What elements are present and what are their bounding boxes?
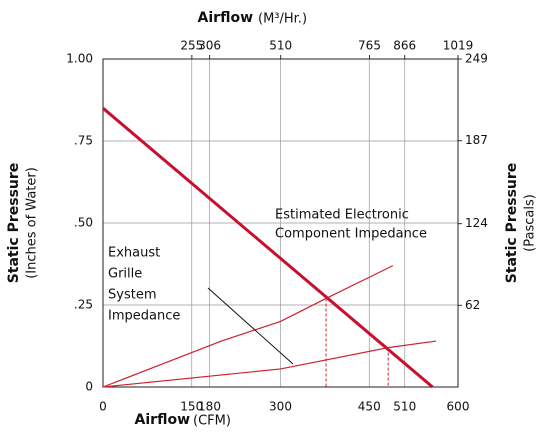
x2-tick-label: 866 [393, 39, 416, 53]
x2-tick-label: 765 [358, 39, 381, 53]
x-tick-label: 180 [198, 400, 221, 414]
y-label: Static Pressure [6, 163, 22, 284]
x2-tick-label: 1019 [443, 39, 474, 53]
x2-label-unit: (M³/Hr.) [258, 12, 307, 27]
y-tick-label: .25 [74, 298, 93, 312]
annotation: Estimated Electronic [275, 208, 409, 223]
x2-tick-label: 255 [180, 39, 203, 53]
y-tick-label: .75 [74, 134, 93, 148]
plot-frame [102, 58, 459, 388]
x-label-unit: (CFM) [193, 414, 231, 429]
x2-tick-label: 306 [198, 39, 221, 53]
x-tick-label: 600 [447, 400, 470, 414]
annotation: Grille [108, 267, 142, 282]
y2-label: Static Pressure [504, 163, 520, 284]
x-tick-label: 0 [99, 400, 107, 414]
x2-label: Airflow [198, 10, 254, 26]
x-label: Airflow [135, 412, 191, 428]
curve [102, 265, 394, 388]
y2-label-unit: (Pascals) [523, 194, 538, 252]
y2-tick-label: 62 [465, 298, 480, 312]
y-tick-label: 0 [85, 380, 93, 394]
x-tick-label: 450 [358, 400, 381, 414]
x-tick-label: 510 [393, 400, 416, 414]
y-label-unit: (Inches of Water) [25, 167, 40, 279]
y2-tick-label: 249 [465, 52, 488, 66]
annotation: System [108, 288, 156, 303]
x2-tick-label: 510 [269, 39, 292, 53]
annotation: Impedance [108, 309, 180, 324]
y-tick-label: 1.00 [66, 52, 93, 66]
curve [102, 340, 437, 388]
x-tick-label: 150 [180, 400, 203, 414]
curve [102, 107, 434, 389]
y2-tick-label: 187 [465, 133, 488, 147]
y-tick-label: .50 [74, 216, 93, 230]
annotation-pointer [207, 287, 294, 365]
y2-tick-label: 124 [465, 216, 488, 230]
x-tick-label: 300 [269, 400, 292, 414]
annotation: Component Impedance [275, 227, 427, 242]
annotation: Exhaust [108, 246, 160, 261]
